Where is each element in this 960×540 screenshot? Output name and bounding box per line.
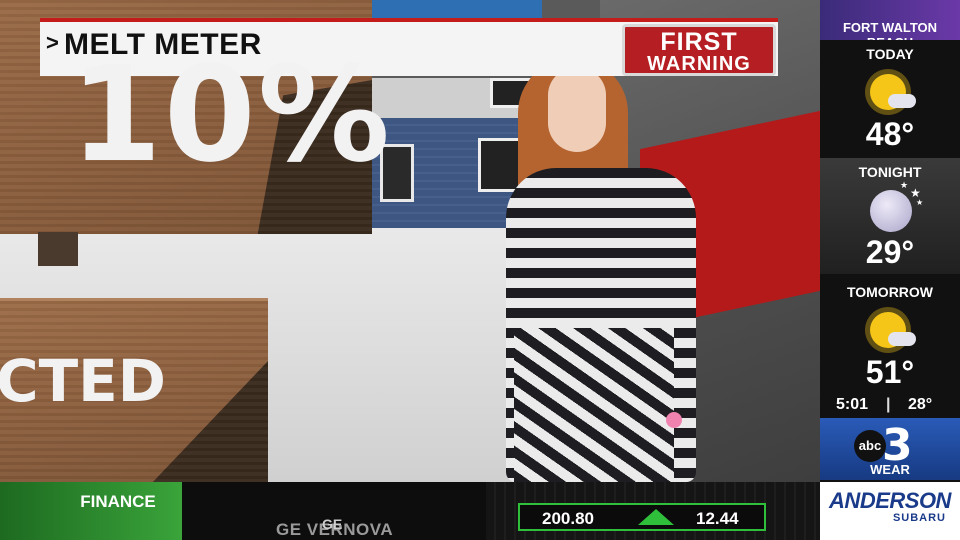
moon-stars-icon: ★ ★ ★ xyxy=(860,180,923,240)
segment-title: MELT METER xyxy=(64,28,262,61)
stock-quote: 200.80 12.44 xyxy=(518,503,766,531)
forecast-label: TONIGHT xyxy=(858,164,922,180)
badge-line-2: WARNING xyxy=(647,53,751,75)
segment-title-bar: > MELT METER FIRST WARNING xyxy=(40,18,778,76)
ticker-category: FINANCE xyxy=(0,482,182,540)
smartwatch xyxy=(666,412,682,428)
forecast-temp: 48° xyxy=(865,116,915,152)
stock-name-ghost: GE xyxy=(322,516,343,532)
striped-skirt xyxy=(514,328,674,482)
forecast-label: TODAY xyxy=(866,46,914,62)
house-door xyxy=(380,144,414,202)
stock-name: GE VERNOVA xyxy=(276,520,394,539)
arrow-up-icon xyxy=(638,509,674,525)
projected-sign: CTED xyxy=(0,298,268,482)
abc-logo: abc xyxy=(854,430,886,462)
badge-line-1: FIRST xyxy=(660,28,738,56)
divider: | xyxy=(886,396,891,413)
meteorologist xyxy=(480,58,710,482)
forecast-today: TODAY 48° xyxy=(820,40,960,156)
sponsor-logo: ANDERSON SUBARU xyxy=(820,482,960,540)
forecast-temp: 51° xyxy=(865,354,915,390)
sponsor-subtitle: SUBARU xyxy=(892,512,946,524)
sponsor-name: ANDERSON xyxy=(829,488,951,513)
first-warning-badge: FIRST WARNING xyxy=(622,24,776,76)
forecast-tonight: TONIGHT ★ ★ ★ 29° xyxy=(820,158,960,274)
stock-price: 200.80 xyxy=(542,509,594,528)
chevron-right-icon: > xyxy=(46,30,59,55)
ticker-category-label: FINANCE xyxy=(80,492,156,511)
sun-cloud-icon xyxy=(860,66,920,122)
presenter-face xyxy=(548,68,606,152)
forecast-temp: 29° xyxy=(865,234,915,270)
background-sky xyxy=(372,0,542,18)
current-time: 5:01 xyxy=(836,396,869,413)
forecast-rail: FORT WALTON BEACH TODAY 48° TONIGHT ★ ★ … xyxy=(820,0,960,540)
sign-post xyxy=(38,232,78,266)
forecast-label: TOMORROW xyxy=(846,284,934,300)
channel-number: 3 xyxy=(882,420,913,471)
time-temp-bar: 5:01 | 28° xyxy=(820,394,960,416)
melt-percentage: 10% xyxy=(70,38,392,192)
station-logo: abc 3 WEAR xyxy=(820,418,960,480)
sun-cloud-icon xyxy=(860,304,920,360)
location-header: FORT WALTON BEACH xyxy=(820,0,960,50)
current-temp: 28° xyxy=(908,396,933,413)
station-callsign: WEAR xyxy=(870,462,910,477)
projected-sign-text: CTED xyxy=(0,347,166,415)
forecast-tomorrow: TOMORROW 51° xyxy=(820,278,960,394)
stock-change: 12.44 xyxy=(696,509,739,528)
